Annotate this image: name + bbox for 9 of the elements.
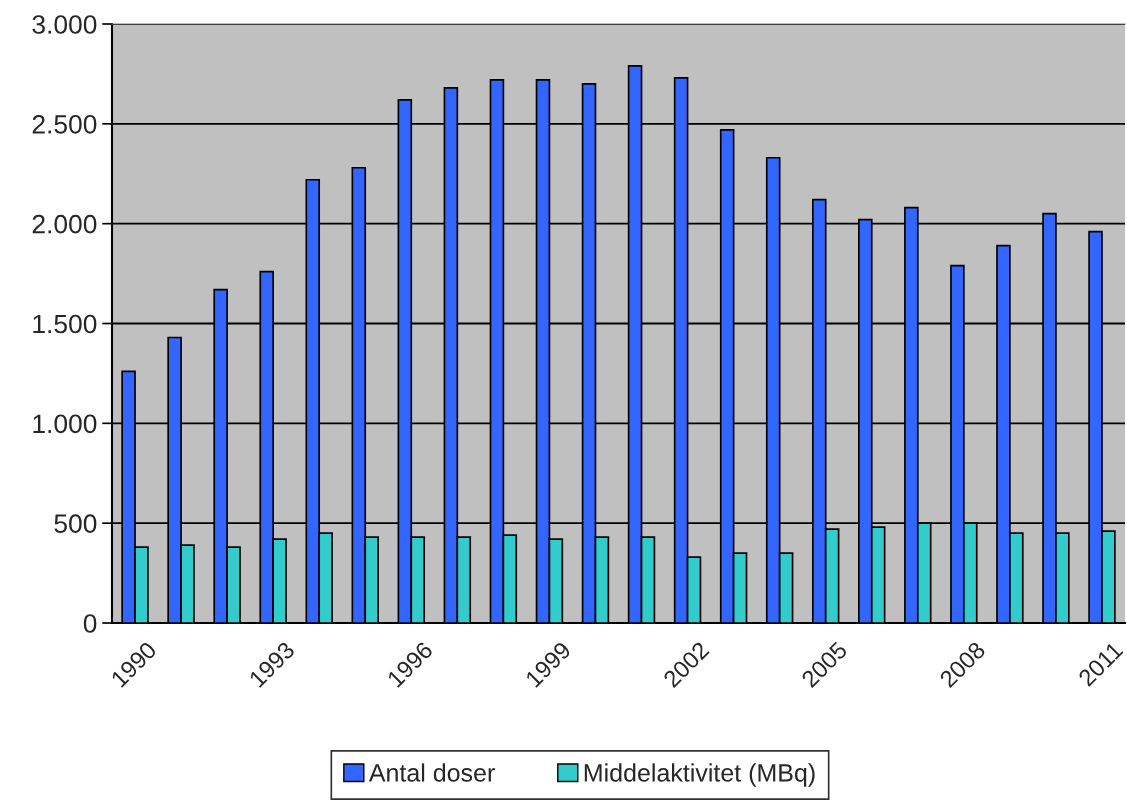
y-tick-label: 1.000 [33,414,97,434]
y-tick-label: 500 [54,514,97,533]
y-tick-label: 0 [83,614,97,633]
y-tick-label: 3.000 [32,15,97,34]
y-tick-label: 2.000 [32,214,97,234]
legend-label: Middelaktivitet (MBq) [584,763,815,787]
y-tick-label: 2.500 [32,114,97,134]
legend-label: Antal doser [368,763,495,782]
y-tick-label: 1.500 [33,314,97,334]
